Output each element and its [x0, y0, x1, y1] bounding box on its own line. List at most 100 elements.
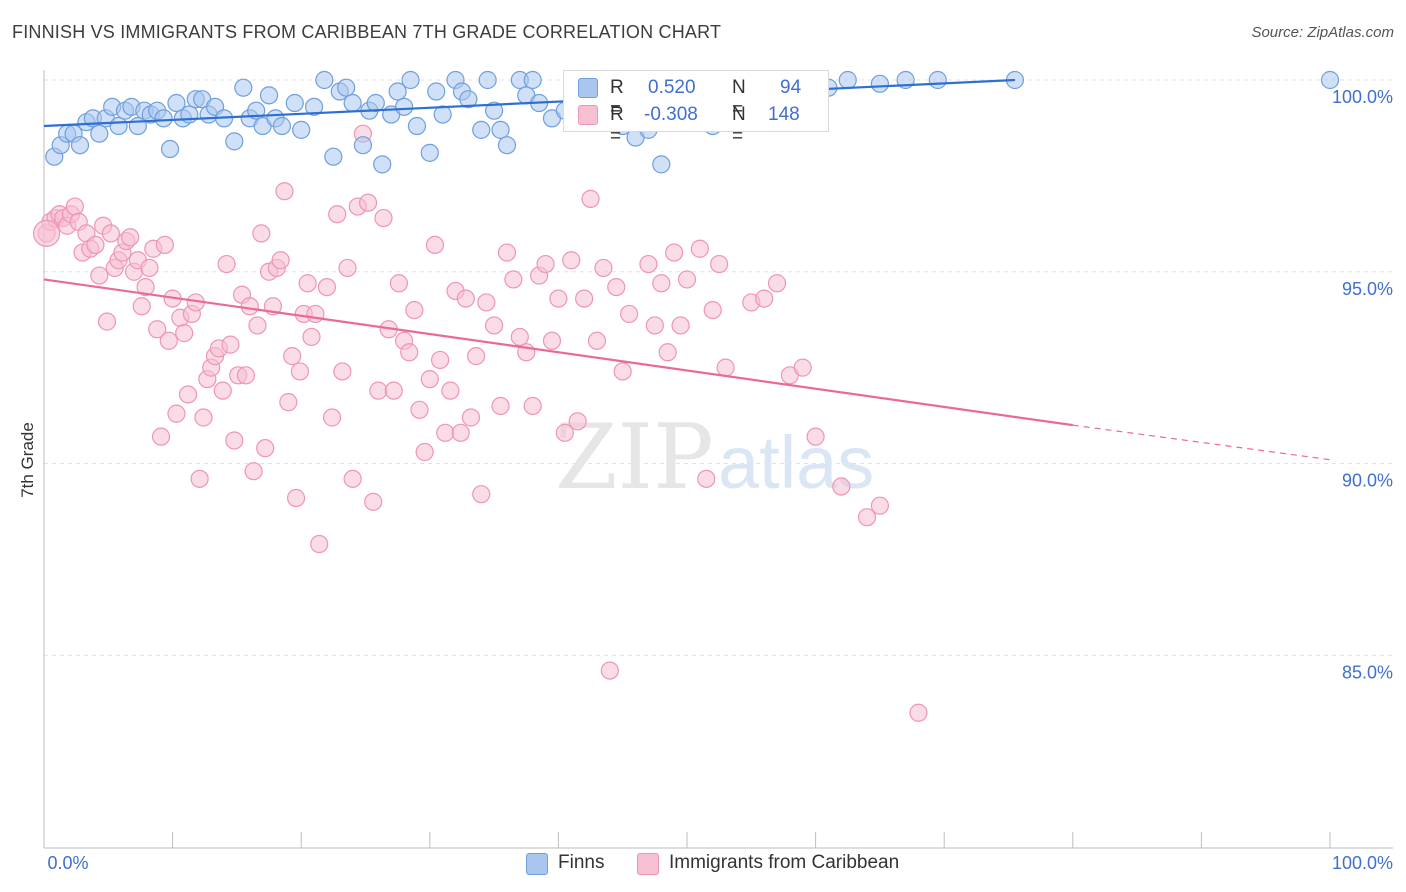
data-point-caribbean [369, 381, 388, 400]
x-tick-label-max: 100.0% [1332, 853, 1393, 873]
data-point-caribbean [236, 366, 256, 385]
data-point-caribbean [575, 289, 594, 308]
data-point-caribbean [225, 431, 244, 450]
data-point-caribbean [333, 362, 352, 381]
data-point-finns [1320, 70, 1340, 90]
data-point-caribbean [221, 335, 240, 354]
data-point-caribbean [306, 304, 325, 324]
data-point-caribbean [793, 358, 812, 377]
data-point-finns [459, 90, 478, 109]
correlation-legend: R = 0.520 N = 94 R = -0.308 N = 148 [563, 70, 829, 147]
data-point-caribbean [497, 243, 517, 262]
trend-line-caribbean [43, 278, 1073, 427]
data-point-caribbean [703, 301, 722, 320]
data-point-caribbean [148, 320, 167, 339]
data-point-caribbean [607, 277, 626, 297]
data-point-finns [285, 93, 304, 113]
data-point-caribbean [555, 423, 574, 442]
data-point-caribbean [405, 301, 424, 320]
data-point-finns [497, 136, 517, 155]
data-point-finns [491, 120, 510, 139]
data-point-caribbean [167, 404, 186, 423]
data-point-finns [315, 70, 334, 90]
data-point-finns [343, 93, 362, 113]
data-point-caribbean [536, 254, 555, 274]
y-tick-label: 85.0% [1342, 662, 1393, 682]
data-point-finns [154, 109, 173, 128]
data-point-caribbean [466, 347, 486, 366]
data-point-caribbean [252, 224, 271, 243]
data-point-caribbean [140, 258, 159, 278]
data-point-caribbean [461, 408, 481, 427]
y-tick-label: 95.0% [1342, 279, 1393, 299]
data-point-caribbean [400, 343, 419, 362]
data-point-caribbean [568, 412, 587, 431]
data-point-caribbean [364, 492, 383, 511]
data-point-caribbean [710, 254, 729, 274]
data-point-finns [304, 97, 324, 116]
trend-lines [43, 78, 1331, 461]
data-point-caribbean [151, 427, 171, 446]
data-point-finns [427, 82, 446, 101]
data-point-caribbean [658, 343, 677, 362]
data-point-caribbean [620, 304, 639, 324]
data-point-caribbean [275, 182, 294, 201]
data-point-caribbean [136, 277, 155, 297]
data-point-caribbean [283, 347, 302, 366]
data-point-caribbean [389, 274, 409, 293]
data-point-caribbean [155, 235, 174, 255]
legend-n-value: 94 [780, 77, 802, 98]
data-point-caribbean [645, 316, 664, 335]
data-point-caribbean [240, 297, 259, 316]
y-tick-label: 100.0% [1332, 87, 1393, 107]
data-point-caribbean [652, 274, 671, 293]
data-point-caribbean [302, 327, 321, 347]
data-point-caribbean [767, 274, 787, 293]
bottom-legend-swatch-finns [526, 853, 548, 875]
legend-n-label: N = [732, 77, 746, 120]
legend-r-label: R = [610, 77, 624, 120]
legend-n-label: N = [732, 104, 746, 147]
data-point-finns [407, 116, 427, 136]
data-point-finns [109, 116, 128, 136]
data-point-caribbean [491, 396, 510, 416]
data-point-caribbean [328, 205, 347, 224]
data-point-caribbean [90, 266, 109, 285]
bottom-legend-swatch-caribbean [637, 853, 659, 875]
data-point-caribbean [425, 235, 445, 255]
data-point-caribbean [441, 381, 460, 400]
data-point-finns [523, 70, 542, 90]
data-point-caribbean [101, 224, 120, 243]
data-point-caribbean [132, 297, 151, 316]
data-point-finns [70, 136, 90, 155]
data-point-caribbean [217, 254, 236, 274]
data-point-caribbean [504, 270, 523, 289]
data-point-finns [388, 82, 407, 101]
chart-title: FINNISH VS IMMIGRANTS FROM CARIBBEAN 7TH… [12, 22, 722, 42]
data-point-caribbean [374, 208, 393, 228]
data-point-caribbean [549, 289, 568, 308]
data-point-caribbean [806, 427, 825, 446]
data-point-finns [366, 93, 385, 113]
data-point-caribbean [256, 439, 275, 458]
data-point-finns [420, 143, 439, 162]
data-point-caribbean [338, 258, 357, 278]
data-point-caribbean [600, 661, 619, 680]
data-point-caribbean [613, 362, 632, 381]
data-point-caribbean [671, 316, 690, 335]
data-point-finns [272, 116, 292, 136]
data-point-caribbean [271, 251, 290, 270]
data-point-finns [433, 105, 452, 124]
data-point-caribbean [832, 477, 851, 496]
data-point-caribbean [343, 469, 362, 488]
legend-swatch-caribbean [578, 105, 598, 125]
data-point-caribbean [410, 400, 429, 419]
data-point-caribbean [178, 385, 198, 404]
data-point-caribbean [690, 239, 709, 258]
data-point-finns [167, 93, 186, 113]
bottom-legend-label-caribbean: Immigrants from Caribbean [669, 852, 900, 873]
data-point-caribbean [86, 235, 105, 255]
data-point-caribbean [909, 703, 928, 722]
data-point-caribbean [594, 258, 613, 278]
